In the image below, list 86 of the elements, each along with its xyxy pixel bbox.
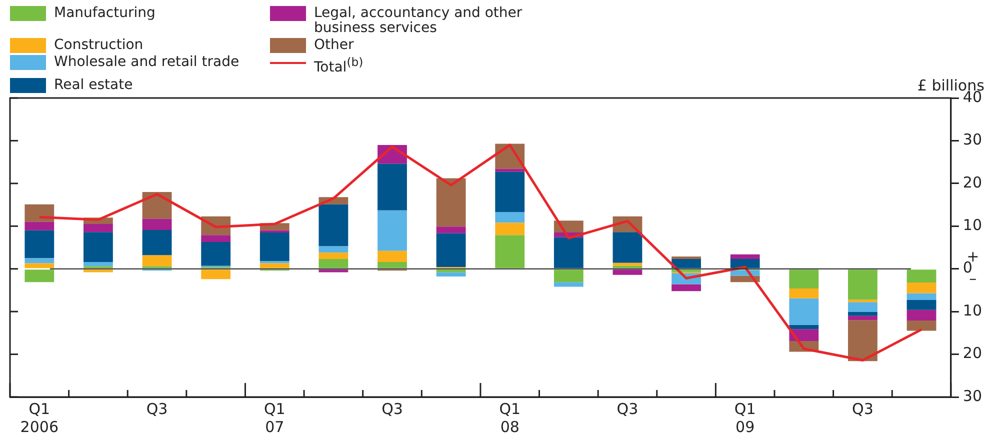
bar	[612, 270, 642, 275]
bar	[260, 232, 290, 262]
bar	[672, 259, 701, 268]
bar	[436, 226, 466, 234]
bar	[612, 262, 642, 266]
legend-label: Total$^{(b)}$	[314, 55, 364, 76]
bar	[906, 282, 936, 294]
bar	[142, 255, 172, 266]
bar	[495, 212, 525, 223]
bar	[730, 254, 760, 260]
bar	[906, 320, 936, 331]
bar	[24, 270, 54, 282]
y-tick-label: 30	[962, 386, 982, 405]
x-tick-label: Q3	[616, 400, 638, 418]
bar	[24, 258, 54, 264]
bar	[436, 233, 466, 268]
bar	[142, 230, 172, 256]
x-tick-label: Q3	[146, 400, 168, 418]
bar	[84, 262, 113, 266]
bar	[436, 270, 466, 272]
bar	[789, 298, 819, 325]
bar	[848, 302, 878, 312]
bar	[789, 324, 819, 330]
bar	[24, 204, 54, 222]
bar	[378, 164, 407, 210]
bar	[378, 262, 407, 268]
x-tick-label: Q1 09	[734, 400, 756, 436]
bar	[142, 218, 172, 230]
x-tick-label: Q1 07	[264, 400, 286, 436]
bar	[789, 288, 819, 298]
y-tick-label: 10	[962, 216, 982, 234]
bar	[436, 178, 466, 227]
bar	[672, 284, 701, 292]
bar	[495, 222, 525, 236]
bar	[260, 263, 290, 268]
x-tick-label: Q3	[382, 400, 403, 418]
x-tick-label: Q1 2006	[20, 400, 58, 436]
bar	[495, 168, 525, 172]
x-tick-label: Q3	[852, 400, 874, 418]
bar	[84, 224, 113, 232]
bar	[318, 259, 348, 268]
legend-label: Construction	[54, 37, 144, 53]
bar	[848, 316, 878, 320]
bar	[730, 259, 760, 268]
bar	[318, 204, 348, 246]
bar	[201, 235, 231, 242]
bar	[318, 270, 348, 272]
legend-label: Legal, accountancy and other business services	[314, 5, 524, 36]
bar	[906, 300, 936, 310]
bar	[906, 270, 936, 283]
bar	[612, 232, 642, 263]
legend-label: Other	[314, 37, 354, 53]
x-tick-label: Q1 08	[499, 400, 521, 436]
legend-label: Manufacturing	[54, 5, 156, 21]
y-tick-label: 20	[962, 344, 982, 362]
bar	[318, 246, 348, 253]
bar	[84, 232, 113, 262]
bar	[84, 270, 113, 272]
bar	[378, 250, 407, 262]
bar	[260, 230, 290, 233]
bar	[906, 293, 936, 300]
bar	[24, 263, 54, 268]
bar	[201, 270, 231, 280]
bar	[789, 270, 819, 289]
bar	[24, 222, 54, 230]
bar	[318, 252, 348, 260]
bar	[554, 282, 584, 287]
bar	[906, 310, 936, 321]
bar	[848, 300, 878, 302]
bar	[201, 242, 231, 266]
y-tick-label: 30	[962, 130, 982, 149]
bar	[848, 320, 878, 362]
bar	[848, 270, 878, 300]
legend-label: Wholesale and retail trade	[54, 54, 240, 70]
bar	[495, 235, 525, 268]
bar	[848, 312, 878, 316]
bar	[672, 256, 701, 260]
bar	[436, 272, 466, 277]
bar	[554, 237, 584, 268]
bar	[24, 230, 54, 258]
bar	[554, 270, 584, 282]
bar	[378, 210, 407, 251]
legend-label: Real estate	[54, 76, 133, 93]
bar	[495, 172, 525, 212]
y-tick-label: 10	[962, 301, 982, 320]
y-tick-label: 20	[962, 173, 982, 192]
